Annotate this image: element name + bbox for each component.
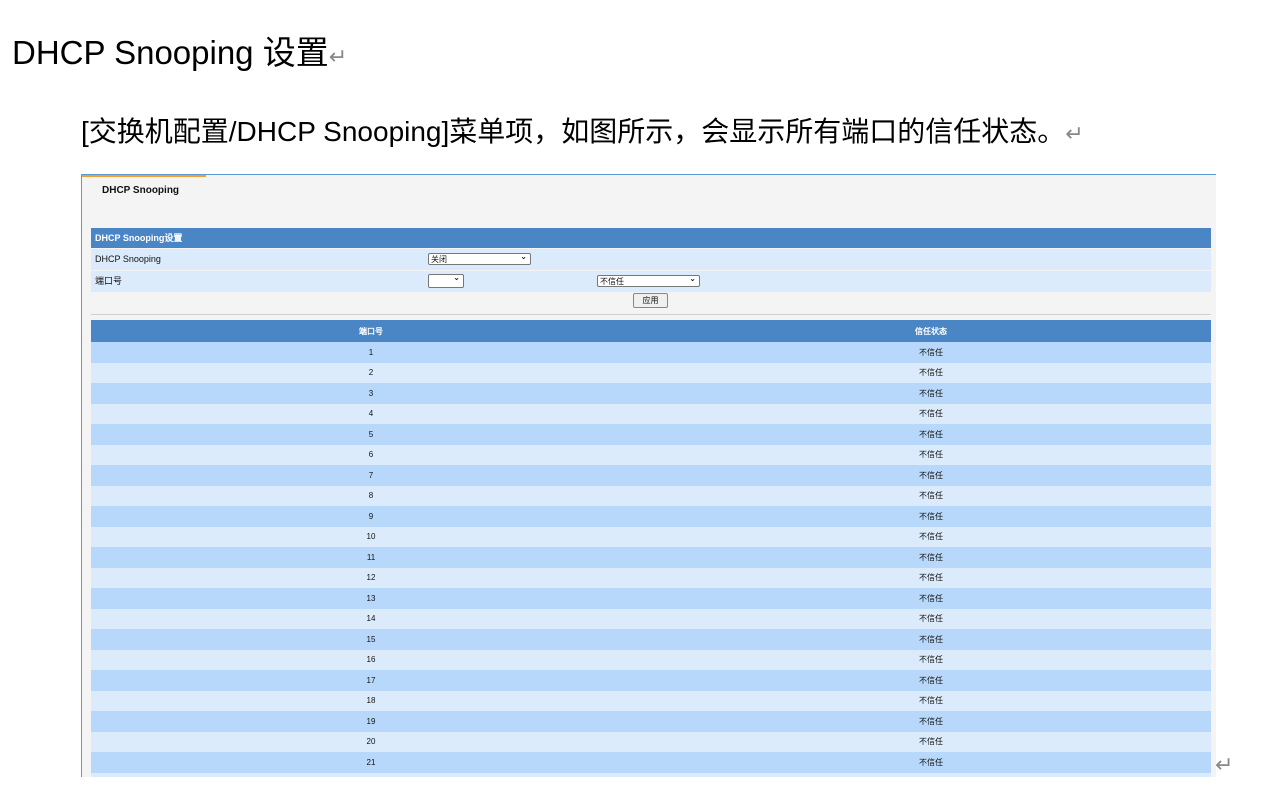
- trust-status-cell: 不信任: [651, 465, 1211, 486]
- table-row: 10 不信任: [91, 526, 1211, 547]
- trust-status-cell: 不信任: [651, 731, 1211, 752]
- table-row: 13 不信任: [91, 588, 1211, 609]
- port-cell: 9: [91, 506, 651, 527]
- trust-status-cell: 不信任: [651, 342, 1211, 363]
- port-cell: 12: [91, 567, 651, 588]
- trust-status-cell: 不信任: [651, 608, 1211, 629]
- trust-status-cell: 不信任: [651, 362, 1211, 383]
- doc-paragraph: [交换机配置/DHCP Snooping]菜单项，如图所示，会显示所有端口的信任…: [81, 116, 1084, 147]
- port-cell: 6: [91, 444, 651, 465]
- port-label: 端口号: [95, 276, 123, 286]
- table-row: 2 不信任: [91, 362, 1211, 383]
- doc-heading: DHCP Snooping 设置↵: [12, 34, 348, 71]
- table-row: 8 不信任: [91, 485, 1211, 506]
- trust-status-cell: 不信任: [651, 485, 1211, 506]
- form: DHCP Snooping 关闭 端口号 不信任: [91, 249, 1211, 292]
- trust-status-cell: 不信任: [651, 670, 1211, 691]
- port-cell: 8: [91, 485, 651, 506]
- trust-status-cell: 不信任: [651, 588, 1211, 609]
- trust-status-cell: 不信任: [651, 526, 1211, 547]
- embedded-screenshot: DHCP Snooping DHCP Snooping设置 DHCP Snoop…: [81, 174, 1216, 777]
- trust-status-cell: 不信任: [651, 690, 1211, 711]
- table-row: 11 不信任: [91, 547, 1211, 568]
- table-row: 16 不信任: [91, 649, 1211, 670]
- column-header-port: 端口号: [91, 320, 651, 342]
- section-title: DHCP Snooping设置: [91, 228, 1211, 248]
- port-cell: 4: [91, 403, 651, 424]
- return-mark-icon: ↵: [1065, 121, 1084, 146]
- port-cell: 19: [91, 711, 651, 732]
- trust-status-cell: 不信任: [651, 649, 1211, 670]
- table-row: 5 不信任: [91, 424, 1211, 445]
- trust-status-cell: 不信任: [651, 772, 1211, 777]
- return-mark-icon: ↵: [1215, 752, 1234, 777]
- port-cell: 14: [91, 608, 651, 629]
- trust-status-cell: 不信任: [651, 424, 1211, 445]
- table-row: 22不信任: [91, 772, 1211, 777]
- table-row: 18 不信任: [91, 690, 1211, 711]
- port-cell: 2: [91, 362, 651, 383]
- port-cell: 15: [91, 629, 651, 650]
- table-row: 17 不信任: [91, 670, 1211, 691]
- trust-status-cell: 不信任: [651, 711, 1211, 732]
- port-row: 端口号 不信任: [91, 271, 1211, 292]
- port-trust-table: 端口号 信任状态 1 不信任 2 不信任 3 不信任 4 不信任 5 不信任 6 不信任 7 不信任 8 不信…: [91, 320, 1211, 777]
- trust-status-cell: 不信任: [651, 506, 1211, 527]
- port-cell: 22: [91, 772, 651, 777]
- apply-button[interactable]: 应用: [633, 293, 668, 308]
- snooping-select[interactable]: 关闭: [428, 251, 531, 265]
- port-cell: 3: [91, 383, 651, 404]
- table-row: 1 不信任: [91, 342, 1211, 363]
- port-cell: 16: [91, 649, 651, 670]
- table-row: 15 不信任: [91, 629, 1211, 650]
- port-cell: 1: [91, 342, 651, 363]
- port-cell: 11: [91, 547, 651, 568]
- trust-status-cell: 不信任: [651, 444, 1211, 465]
- port-cell: 21: [91, 752, 651, 773]
- trust-status-cell: 不信任: [651, 629, 1211, 650]
- return-mark-icon: ↵: [328, 44, 348, 69]
- table-row: 14 不信任: [91, 608, 1211, 629]
- trust-select[interactable]: 不信任: [597, 273, 700, 287]
- trust-status-cell: 不信任: [651, 547, 1211, 568]
- trust-status-cell: 不信任: [651, 383, 1211, 404]
- trust-status-cell: 不信任: [651, 567, 1211, 588]
- table-row: 20 不信任: [91, 731, 1211, 752]
- table-row: 12 不信任: [91, 567, 1211, 588]
- port-cell: 13: [91, 588, 651, 609]
- table-row: 3 不信任: [91, 383, 1211, 404]
- snooping-row: DHCP Snooping 关闭: [91, 249, 1211, 270]
- trust-status-cell: 不信任: [651, 403, 1211, 424]
- table-row: 4 不信任: [91, 403, 1211, 424]
- snooping-label: DHCP Snooping: [95, 254, 161, 264]
- table-row: 7 不信任: [91, 465, 1211, 486]
- trust-status-cell: 不信任: [651, 752, 1211, 773]
- divider: [91, 314, 1211, 315]
- column-header-trust: 信任状态: [651, 320, 1211, 342]
- port-input[interactable]: [428, 272, 464, 288]
- tab-dhcp-snooping[interactable]: DHCP Snooping: [82, 175, 206, 203]
- port-cell: 17: [91, 670, 651, 691]
- port-cell: 7: [91, 465, 651, 486]
- table-row: 6 不信任: [91, 444, 1211, 465]
- table-row: 9 不信任: [91, 506, 1211, 527]
- port-cell: 20: [91, 731, 651, 752]
- table-row: 19 不信任: [91, 711, 1211, 732]
- port-cell: 18: [91, 690, 651, 711]
- port-cell: 10: [91, 526, 651, 547]
- port-cell: 5: [91, 424, 651, 445]
- table-row: 21 不信任: [91, 752, 1211, 773]
